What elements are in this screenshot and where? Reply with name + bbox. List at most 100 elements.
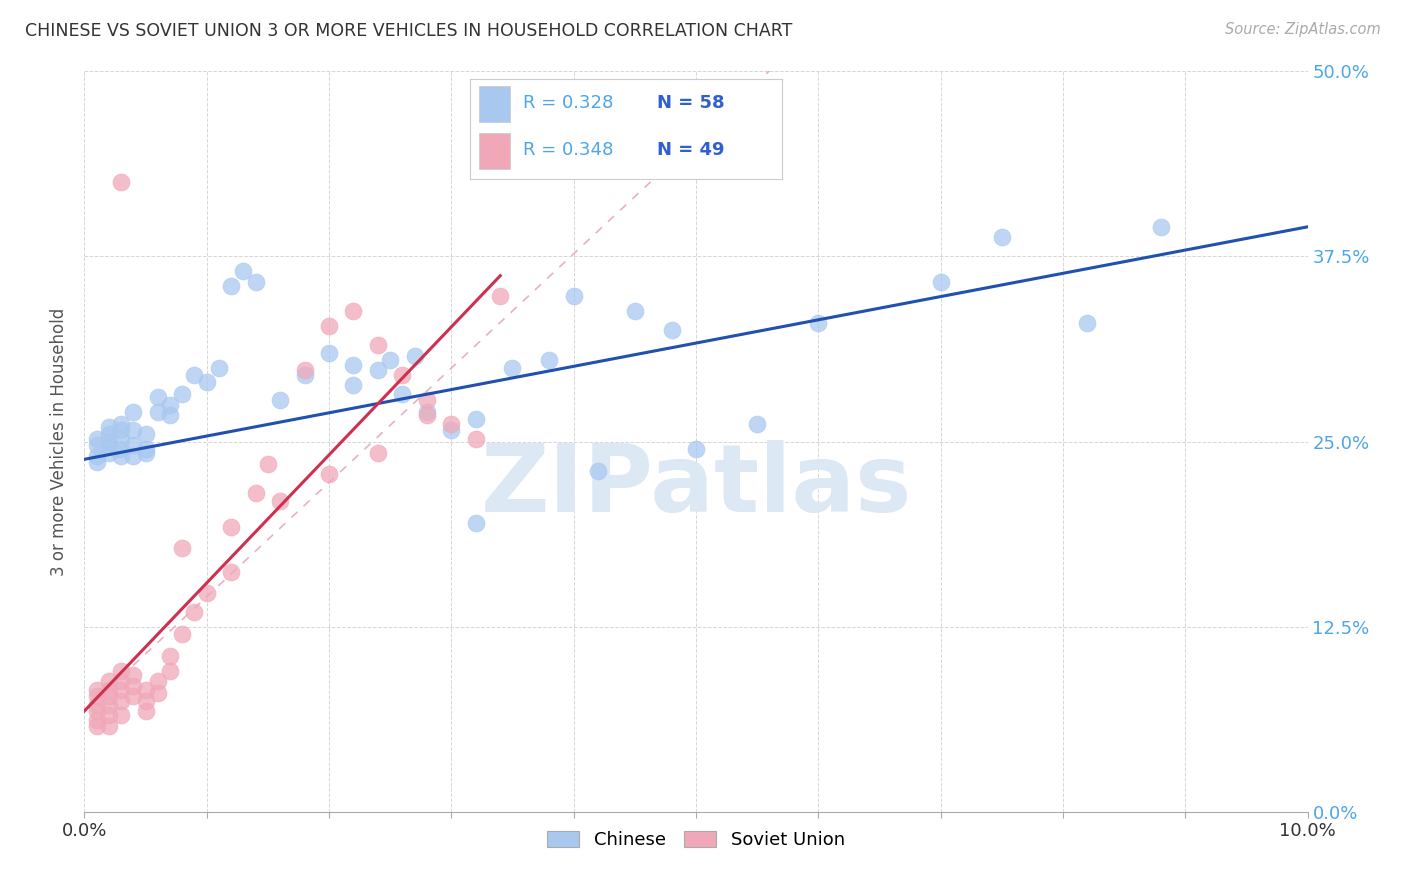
Point: [219, 565, 242, 579]
Point: [122, 423, 145, 437]
Point: [991, 230, 1014, 244]
Point: [110, 450, 132, 464]
Point: [747, 417, 769, 431]
Point: [97, 719, 120, 733]
Point: [440, 423, 463, 437]
Point: [86, 683, 108, 698]
Point: [97, 437, 120, 451]
Point: [245, 486, 267, 500]
Point: [391, 387, 413, 401]
Point: [86, 432, 108, 446]
Point: [172, 541, 194, 556]
Point: [86, 698, 108, 712]
Text: ZIPatlas: ZIPatlas: [481, 440, 911, 532]
Point: [97, 683, 120, 698]
Point: [159, 664, 181, 678]
Point: [219, 279, 242, 293]
Point: [183, 368, 205, 382]
Point: [97, 690, 120, 704]
Point: [122, 668, 145, 682]
Point: [97, 446, 120, 460]
Point: [122, 405, 145, 419]
Point: [464, 412, 486, 426]
Point: [86, 437, 108, 451]
Point: [135, 683, 157, 698]
Point: [146, 405, 169, 419]
Y-axis label: 3 or more Vehicles in Household: 3 or more Vehicles in Household: [51, 308, 69, 575]
Point: [294, 368, 316, 382]
Point: [135, 442, 157, 456]
Point: [97, 419, 120, 434]
Point: [294, 363, 316, 377]
Point: [929, 275, 952, 289]
Point: [110, 423, 132, 437]
Point: [135, 704, 157, 718]
Point: [367, 363, 389, 377]
Point: [195, 585, 218, 599]
Point: [110, 417, 132, 431]
Point: [1150, 219, 1173, 234]
Point: [685, 442, 707, 456]
Point: [661, 324, 683, 338]
Point: [502, 360, 524, 375]
Point: [146, 674, 169, 689]
Point: [146, 390, 169, 404]
Point: [122, 450, 145, 464]
Point: [146, 686, 169, 700]
Point: [86, 455, 108, 469]
Point: [86, 704, 108, 718]
Point: [440, 417, 463, 431]
Point: [122, 690, 145, 704]
Legend: Chinese, Soviet Union: Chinese, Soviet Union: [540, 823, 852, 856]
Point: [195, 376, 218, 390]
Point: [159, 649, 181, 664]
Point: [110, 694, 132, 708]
Point: [416, 405, 439, 419]
Point: [367, 446, 389, 460]
Point: [172, 627, 194, 641]
Point: [110, 442, 132, 456]
Point: [416, 408, 439, 422]
Point: [97, 698, 120, 712]
Point: [110, 175, 132, 190]
Point: [464, 432, 486, 446]
Point: [97, 674, 120, 689]
Point: [135, 427, 157, 442]
Point: [110, 674, 132, 689]
Point: [219, 520, 242, 534]
Point: [391, 368, 413, 382]
Point: [97, 434, 120, 449]
Point: [159, 398, 181, 412]
Point: [122, 437, 145, 451]
Point: [318, 345, 340, 359]
Point: [807, 316, 830, 330]
Point: [135, 694, 157, 708]
Point: [110, 708, 132, 723]
Point: [257, 457, 280, 471]
Point: [586, 464, 609, 478]
Point: [318, 467, 340, 482]
Point: [208, 360, 231, 375]
Point: [342, 358, 364, 372]
Point: [86, 719, 108, 733]
Text: CHINESE VS SOVIET UNION 3 OR MORE VEHICLES IN HOUSEHOLD CORRELATION CHART: CHINESE VS SOVIET UNION 3 OR MORE VEHICL…: [25, 22, 793, 40]
Point: [86, 450, 108, 464]
Point: [624, 304, 647, 318]
Point: [245, 275, 267, 289]
Point: [464, 516, 486, 530]
Point: [122, 679, 145, 693]
Point: [269, 493, 291, 508]
Point: [342, 304, 364, 318]
Point: [97, 427, 120, 442]
Point: [318, 319, 340, 334]
Point: [416, 393, 439, 408]
Point: [110, 664, 132, 678]
Point: [86, 690, 108, 704]
Point: [404, 349, 426, 363]
Point: [172, 387, 194, 401]
Point: [159, 408, 181, 422]
Point: [380, 353, 402, 368]
Point: [232, 264, 254, 278]
Point: [489, 289, 512, 303]
Point: [110, 432, 132, 446]
